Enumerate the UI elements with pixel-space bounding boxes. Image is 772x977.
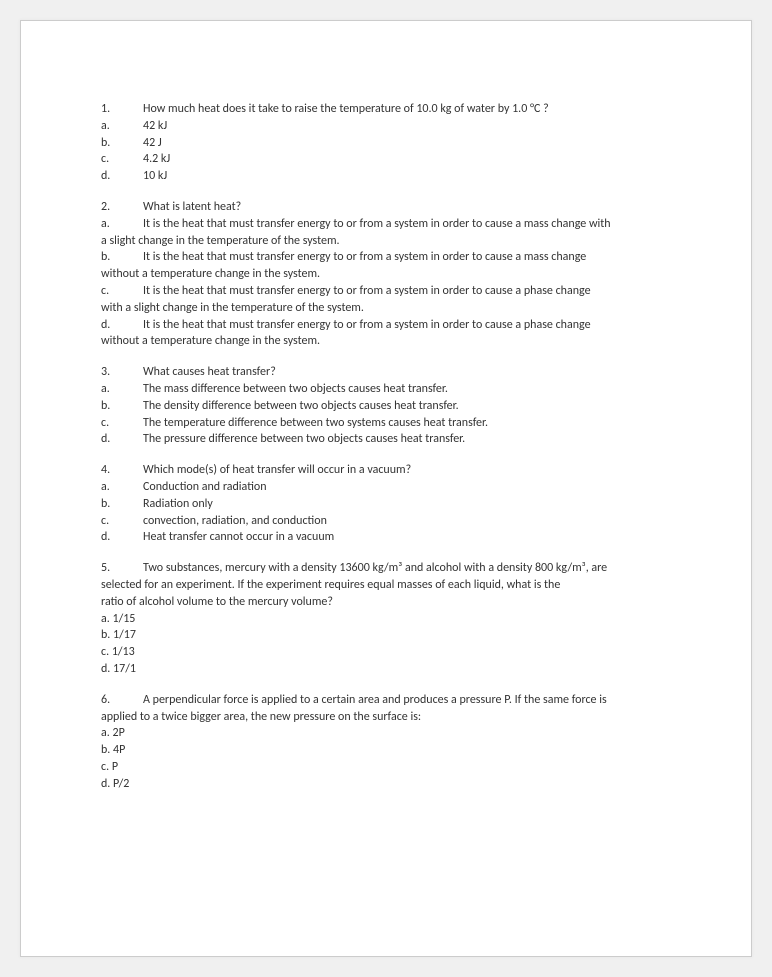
option-d: d. P/2 — [101, 776, 671, 793]
option-text: The temperature difference between two s… — [143, 415, 671, 432]
question-number: 3. — [101, 364, 143, 381]
option-marker: c. — [101, 151, 143, 168]
question-4: 4. Which mode(s) of heat transfer will o… — [101, 462, 671, 546]
option-text: 4.2 kJ — [143, 151, 671, 168]
option-b-cont: without a temperature change in the syst… — [101, 266, 671, 283]
question-number: 5. — [101, 560, 143, 577]
question-text: Which mode(s) of heat transfer will occu… — [143, 462, 671, 479]
question-stem: 3. What causes heat transfer? — [101, 364, 671, 381]
option-marker: a. — [101, 381, 143, 398]
question-6: 6. A perpendicular force is applied to a… — [101, 692, 671, 793]
option-marker: d. — [101, 168, 143, 185]
document-page: 1. How much heat does it take to raise t… — [20, 20, 752, 957]
option-marker: d. — [101, 431, 143, 448]
option-text: Heat transfer cannot occur in a vacuum — [143, 529, 671, 546]
option-a: a. 2P — [101, 725, 671, 742]
option-marker: b. — [101, 249, 143, 266]
option-text: It is the heat that must transfer energy… — [143, 283, 671, 300]
question-stem: 4. Which mode(s) of heat transfer will o… — [101, 462, 671, 479]
question-text: A perpendicular force is applied to a ce… — [143, 692, 671, 709]
question-stem: 1. How much heat does it take to raise t… — [101, 101, 671, 118]
question-stem: 2. What is latent heat? — [101, 199, 671, 216]
option-b: b. The density difference between two ob… — [101, 398, 671, 415]
option-text: 42 kJ — [143, 118, 671, 135]
option-c: c. P — [101, 759, 671, 776]
question-2: 2. What is latent heat? a. It is the hea… — [101, 199, 671, 350]
option-c: c. convection, radiation, and conduction — [101, 513, 671, 530]
question-text: How much heat does it take to raise the … — [143, 101, 671, 118]
option-text: The mass difference between two objects … — [143, 381, 671, 398]
option-text: 10 kJ — [143, 168, 671, 185]
question-stem-cont: selected for an experiment. If the exper… — [101, 577, 671, 594]
option-marker: a. — [101, 479, 143, 496]
option-b: b. 42 J — [101, 135, 671, 152]
option-c: c. It is the heat that must transfer ene… — [101, 283, 671, 300]
option-c: c. The temperature difference between tw… — [101, 415, 671, 432]
option-marker: b. — [101, 135, 143, 152]
option-text: The density difference between two objec… — [143, 398, 671, 415]
option-marker: b. — [101, 398, 143, 415]
option-b: b. It is the heat that must transfer ene… — [101, 249, 671, 266]
question-text: What causes heat transfer? — [143, 364, 671, 381]
option-text: It is the heat that must transfer energy… — [143, 249, 671, 266]
option-text: Conduction and radiation — [143, 479, 671, 496]
option-a: a. Conduction and radiation — [101, 479, 671, 496]
option-c-cont: with a slight change in the temperature … — [101, 300, 671, 317]
option-b: b. Radiation only — [101, 496, 671, 513]
option-marker: d. — [101, 529, 143, 546]
option-d: d. 10 kJ — [101, 168, 671, 185]
option-text: Radiation only — [143, 496, 671, 513]
question-stem: 5. Two substances, mercury with a densit… — [101, 560, 671, 577]
option-a: a. It is the heat that must transfer ene… — [101, 216, 671, 233]
question-stem: 6. A perpendicular force is applied to a… — [101, 692, 671, 709]
option-text: It is the heat that must transfer energy… — [143, 317, 671, 334]
question-text: Two substances, mercury with a density 1… — [143, 560, 671, 577]
question-number: 6. — [101, 692, 143, 709]
option-a: a. The mass difference between two objec… — [101, 381, 671, 398]
option-a: a. 1/15 — [101, 611, 671, 628]
option-d: d. The pressure difference between two o… — [101, 431, 671, 448]
question-number: 4. — [101, 462, 143, 479]
option-c: c. 4.2 kJ — [101, 151, 671, 168]
question-number: 2. — [101, 199, 143, 216]
option-marker: a. — [101, 216, 143, 233]
question-1: 1. How much heat does it take to raise t… — [101, 101, 671, 185]
option-b: b. 1/17 — [101, 627, 671, 644]
option-marker: c. — [101, 283, 143, 300]
option-marker: c. — [101, 415, 143, 432]
question-3: 3. What causes heat transfer? a. The mas… — [101, 364, 671, 448]
option-marker: b. — [101, 496, 143, 513]
option-text: 42 J — [143, 135, 671, 152]
option-d: d. It is the heat that must transfer ene… — [101, 317, 671, 334]
option-a-cont: a slight change in the temperature of th… — [101, 233, 671, 250]
question-stem-cont: ratio of alcohol volume to the mercury v… — [101, 594, 671, 611]
option-text: convection, radiation, and conduction — [143, 513, 671, 530]
option-marker: d. — [101, 317, 143, 334]
option-marker: a. — [101, 118, 143, 135]
option-d-cont: without a temperature change in the syst… — [101, 333, 671, 350]
option-c: c. 1/13 — [101, 644, 671, 661]
question-stem-cont: applied to a twice bigger area, the new … — [101, 709, 671, 726]
option-a: a. 42 kJ — [101, 118, 671, 135]
option-b: b. 4P — [101, 742, 671, 759]
option-d: d. 17/1 — [101, 661, 671, 678]
option-text: It is the heat that must transfer energy… — [143, 216, 671, 233]
question-number: 1. — [101, 101, 143, 118]
option-marker: c. — [101, 513, 143, 530]
question-text: What is latent heat? — [143, 199, 671, 216]
option-d: d. Heat transfer cannot occur in a vacuu… — [101, 529, 671, 546]
question-5: 5. Two substances, mercury with a densit… — [101, 560, 671, 678]
option-text: The pressure difference between two obje… — [143, 431, 671, 448]
